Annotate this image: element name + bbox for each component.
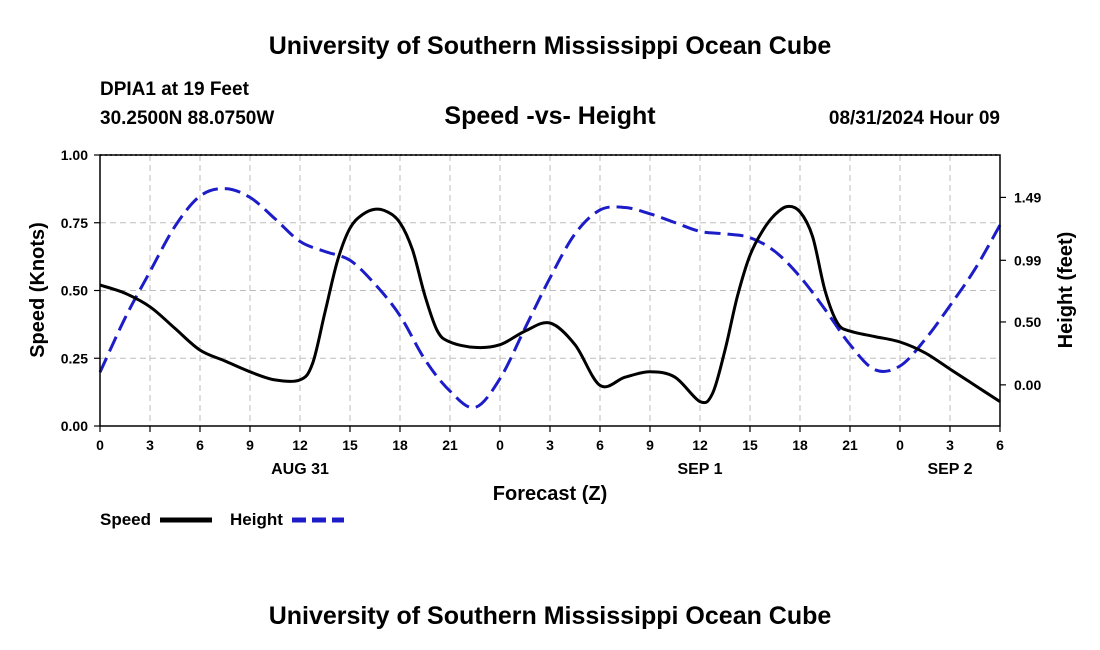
date-label: SEP 2	[927, 461, 972, 478]
legend-speed-label: Speed	[100, 510, 151, 529]
x-tick-label: 15	[742, 437, 758, 453]
y-left-tick-label: 1.00	[61, 147, 88, 163]
x-tick-label: 12	[292, 437, 308, 453]
y-right-tick-label: 0.99	[1014, 252, 1041, 268]
y-axis-left-label: Speed (Knots)	[27, 222, 49, 358]
chart-title: Speed -vs- Height	[444, 102, 656, 130]
location-label: 30.2500N 88.0750W	[100, 108, 274, 129]
x-tick-label: 0	[96, 437, 104, 453]
x-tick-label: 9	[646, 437, 654, 453]
x-tick-label: 15	[342, 437, 358, 453]
x-tick-label: 0	[496, 437, 504, 453]
x-tick-label: 3	[946, 437, 954, 453]
datetime-label: 08/31/2024 Hour 09	[829, 108, 1000, 129]
x-axis-label: Forecast (Z)	[493, 483, 607, 505]
legend-height-label: Height	[230, 510, 283, 529]
y-left-tick-label: 0.50	[61, 283, 88, 299]
y-axis-right-label: Height (feet)	[1055, 232, 1077, 349]
x-tick-label: 18	[792, 437, 808, 453]
y-left-tick-label: 0.00	[61, 418, 88, 434]
footer-title: University of Southern Mississippi Ocean…	[269, 602, 832, 630]
x-tick-label: 21	[442, 437, 458, 453]
y-left-tick-label: 0.75	[61, 215, 88, 231]
axis-ticks: 0 3 6 9 12 15 18 21 0 3 6 9 12 15 18 21 0 3 6 AUG 31 SEP 1 SE…	[61, 147, 1042, 478]
x-tick-label: 21	[842, 437, 858, 453]
date-label: AUG 31	[271, 461, 329, 478]
series-speed-line	[99, 204, 1001, 405]
station-label: DPIA1 at 19 Feet	[100, 79, 250, 100]
grid	[100, 155, 1000, 426]
y-right-tick-label: 0.50	[1014, 314, 1041, 330]
legend: Speed Height	[100, 510, 344, 529]
x-tick-label: 18	[392, 437, 408, 453]
x-tick-label: 3	[146, 437, 154, 453]
y-right-tick-label: 0.00	[1014, 377, 1041, 393]
date-label: SEP 1	[677, 461, 722, 478]
y-right-tick-label: 1.49	[1014, 189, 1041, 205]
x-tick-label: 0	[896, 437, 904, 453]
x-tick-label: 6	[196, 437, 204, 453]
series-height-line	[98, 187, 1002, 410]
x-tick-label: 12	[692, 437, 708, 453]
x-tick-label: 9	[246, 437, 254, 453]
y-left-tick-label: 0.25	[61, 350, 88, 366]
x-tick-label: 6	[996, 437, 1004, 453]
series-layer	[98, 187, 1002, 410]
x-tick-label: 6	[596, 437, 604, 453]
x-tick-label: 3	[546, 437, 554, 453]
page-title: University of Southern Mississippi Ocean…	[269, 32, 832, 60]
